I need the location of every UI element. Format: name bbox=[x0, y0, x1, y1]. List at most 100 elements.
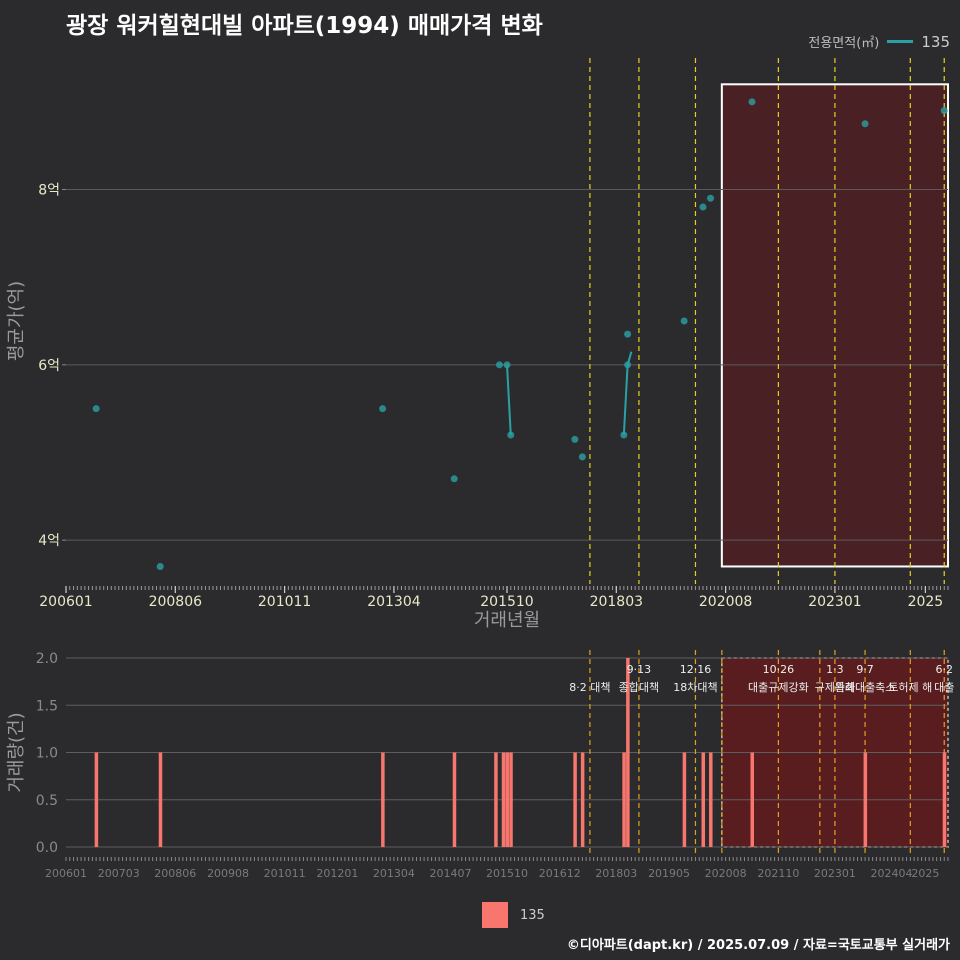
volume-bar bbox=[622, 752, 626, 847]
policy-annotation-label: 규제완화 bbox=[815, 681, 855, 694]
volume-x-tick-label: 201803 bbox=[595, 867, 637, 880]
price-x-tick-label: 201304 bbox=[367, 594, 421, 610]
volume-y-tick-label: 0.5 bbox=[36, 793, 58, 809]
policy-annotation-label: 8·2 대책 bbox=[569, 681, 610, 694]
volume-bar bbox=[94, 752, 99, 847]
policy-annotation-date: 1·3 bbox=[826, 663, 844, 676]
price-x-tick-label: 202301 bbox=[808, 594, 861, 610]
price-x-tick-label: 201510 bbox=[480, 594, 533, 610]
policy-annotation-label: 토허제 해 bbox=[888, 680, 932, 694]
volume-bar bbox=[626, 658, 630, 847]
price-point bbox=[450, 475, 458, 483]
volume-bar bbox=[505, 752, 509, 847]
volume-y-tick-label: 0.0 bbox=[36, 840, 58, 856]
volume-bar bbox=[942, 752, 947, 847]
volume-bar bbox=[709, 752, 713, 847]
volume-bar bbox=[501, 752, 506, 847]
volume-x-tick-label: 201612 bbox=[539, 867, 581, 880]
price-point bbox=[861, 120, 869, 128]
volume-bar bbox=[682, 752, 687, 847]
price-point bbox=[624, 361, 632, 369]
policy-annotation-date: 9·7 bbox=[856, 663, 874, 676]
volume-x-tick-label: 200601 bbox=[45, 867, 87, 880]
volume-legend: 135 bbox=[482, 902, 545, 928]
policy-annotation-label: 대출규제강화 bbox=[748, 681, 809, 694]
volume-x-tick-label: 202301 bbox=[814, 867, 856, 880]
price-point bbox=[92, 405, 100, 413]
price-x-tick-label: 202008 bbox=[699, 594, 752, 610]
volume-bar bbox=[452, 752, 457, 847]
price-point bbox=[680, 317, 688, 325]
price-point bbox=[503, 361, 511, 369]
price-point bbox=[707, 194, 715, 202]
policy-annotation-date: 10·26 bbox=[763, 663, 795, 676]
volume-x-tick-label: 200908 bbox=[207, 867, 249, 880]
volume-bar bbox=[863, 752, 868, 847]
volume-y-tick-label: 1.0 bbox=[36, 746, 58, 762]
price-point bbox=[578, 453, 586, 461]
policy-annotation-date: 6·2 bbox=[935, 663, 953, 676]
policy-annotation-label: 18차대책 bbox=[673, 681, 717, 694]
volume-legend-key bbox=[482, 902, 508, 928]
volume-x-tick-label: 200703 bbox=[98, 867, 140, 880]
price-point bbox=[940, 107, 948, 115]
price-x-axis-title: 거래년월 bbox=[474, 610, 540, 631]
price-point bbox=[571, 435, 579, 443]
price-point bbox=[156, 562, 164, 570]
volume-x-tick-label: 201011 bbox=[264, 867, 306, 880]
price-point bbox=[624, 330, 632, 338]
volume-x-tick-label: 201407 bbox=[429, 867, 471, 880]
volume-bar bbox=[573, 752, 577, 847]
price-point bbox=[495, 361, 503, 369]
price-legend-label: 135 bbox=[921, 32, 950, 51]
policy-annotation-date: 9·13 bbox=[627, 663, 652, 676]
volume-x-tick-label: 202110 bbox=[757, 867, 799, 880]
price-series-line bbox=[506, 364, 512, 436]
policy-annotation-label: 특례대출축소 bbox=[835, 681, 896, 694]
policy-annotation-date: 12·16 bbox=[680, 663, 712, 676]
volume-y-axis-title: 거래량(건) bbox=[6, 712, 27, 792]
price-legend-title: 전용면적(㎡) bbox=[808, 36, 880, 51]
volume-x-tick-label: 201905 bbox=[648, 867, 690, 880]
volume-y-tick-label: 1.5 bbox=[36, 698, 58, 714]
volume-bar bbox=[494, 752, 498, 847]
price-x-tick-label: 200601 bbox=[39, 594, 92, 610]
price-highlight-box bbox=[720, 83, 949, 568]
price-y-tick-label: 8억 bbox=[38, 183, 60, 199]
volume-x-tick-label: 2025 bbox=[911, 867, 939, 880]
price-point bbox=[620, 431, 628, 439]
price-legend: 전용면적(㎡) 135 bbox=[808, 32, 950, 52]
price-point bbox=[699, 203, 707, 211]
price-point bbox=[507, 431, 515, 439]
volume-x-tick-label: 202008 bbox=[705, 867, 747, 880]
volume-x-tick-label: 201510 bbox=[486, 867, 528, 880]
price-chart: 4억 6억 8억 200601 200806 201011 201304 201510 2018… bbox=[6, 58, 949, 631]
volume-x-tick-label: 201304 bbox=[373, 867, 415, 880]
volume-bar bbox=[750, 752, 754, 847]
price-x-tick-label: 200806 bbox=[149, 594, 203, 610]
policy-annotation-label: 대출 bbox=[934, 681, 954, 694]
price-x-tick-label: 201011 bbox=[258, 594, 311, 610]
price-legend-key bbox=[887, 40, 914, 43]
source-caption: ©디아파트(dapt.kr) / 2025.07.09 / 자료=국토교통부 실… bbox=[566, 938, 950, 953]
volume-bar bbox=[580, 752, 585, 847]
volume-y-tick-label: 2.0 bbox=[36, 651, 58, 667]
volume-x-tick-label: 202404 bbox=[870, 867, 912, 880]
price-y-tick-label: 4억 bbox=[38, 533, 60, 549]
volume-bar bbox=[509, 752, 513, 847]
chart-title: 광장 워커힐현대빌 아파트(1994) 매매가격 변화 bbox=[66, 13, 543, 39]
volume-x-tick-label: 200806 bbox=[154, 867, 196, 880]
price-point bbox=[748, 98, 756, 106]
price-y-tick-label: 6억 bbox=[38, 358, 60, 374]
price-x-tick-label: 2025 bbox=[908, 594, 944, 610]
volume-chart: 0.0 0.5 1.0 1.5 2.0 8·2 대책 9·13 종합대책 12·16 18차대책 1… bbox=[6, 650, 954, 880]
price-y-axis-title: 평균가(억) bbox=[6, 281, 27, 361]
price-x-tick-label: 201803 bbox=[590, 594, 643, 610]
volume-bar bbox=[158, 752, 163, 847]
volume-legend-label: 135 bbox=[520, 907, 545, 923]
volume-x-tick-label: 201201 bbox=[316, 867, 358, 880]
volume-bar bbox=[381, 752, 385, 847]
price-point bbox=[379, 405, 387, 413]
policy-annotation-label: 종합대책 bbox=[619, 681, 659, 694]
volume-bar bbox=[701, 752, 705, 847]
